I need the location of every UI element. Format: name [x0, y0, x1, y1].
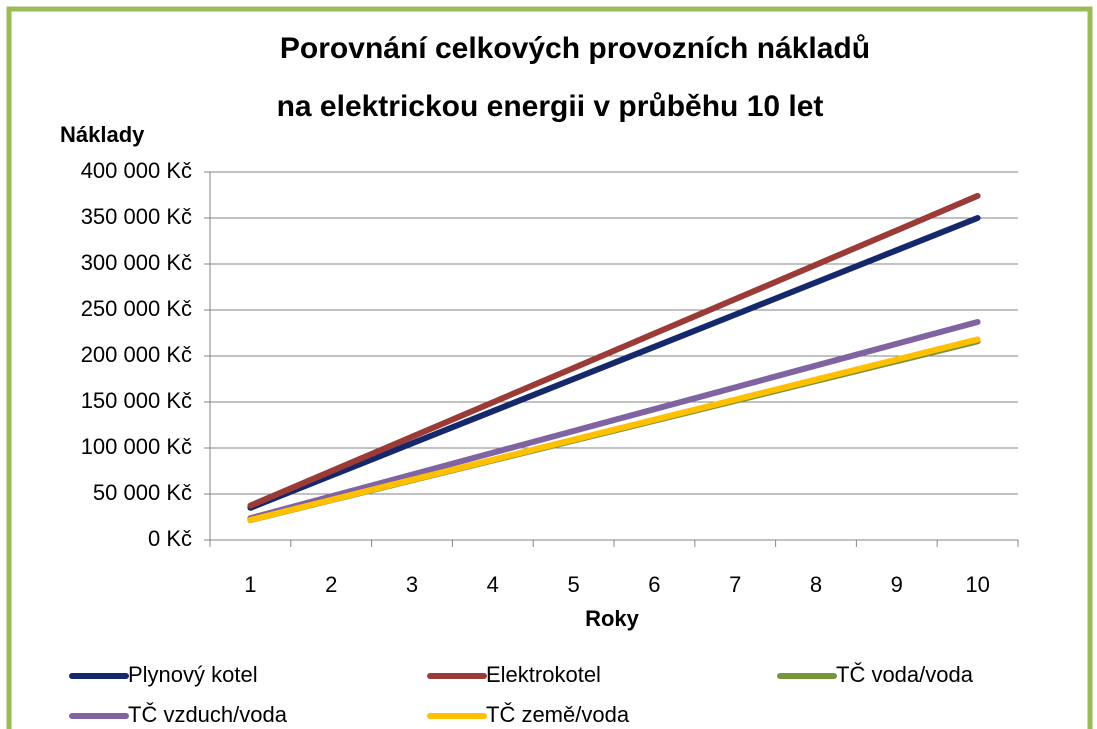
x-tick-label: 4	[487, 572, 499, 597]
y-tick-label: 0 Kč	[148, 526, 192, 551]
x-tick-label: 8	[810, 572, 822, 597]
y-tick-label: 50 000 Kč	[93, 480, 192, 505]
x-tick-label: 9	[891, 572, 903, 597]
x-tick-label: 3	[406, 572, 418, 597]
legend-label: TČ vzduch/voda	[128, 702, 288, 727]
series-line	[247, 336, 981, 523]
legend-label: Plynový kotel	[128, 662, 258, 687]
series-line	[247, 215, 981, 511]
x-tick-label: 10	[965, 572, 989, 597]
x-tick-label: 5	[567, 572, 579, 597]
y-tick-label: 250 000 Kč	[81, 296, 192, 321]
x-tick-label: 2	[325, 572, 337, 597]
chart-title: Porovnání celkových provozních nákladů	[280, 32, 870, 65]
legend-label: Elektrokotel	[486, 662, 601, 687]
series-line	[247, 318, 981, 522]
y-axis-label: Náklady	[60, 122, 145, 147]
y-tick-label: 350 000 Kč	[81, 204, 192, 229]
y-tick-label: 200 000 Kč	[81, 342, 192, 367]
y-tick-label: 100 000 Kč	[81, 434, 192, 459]
chart-title: na elektrickou energii v průběhu 10 let	[277, 90, 824, 123]
x-tick-label: 1	[244, 572, 256, 597]
x-axis-label: Roky	[585, 606, 640, 631]
y-tick-label: 300 000 Kč	[81, 250, 192, 275]
x-tick-label: 7	[729, 572, 741, 597]
series-line	[247, 192, 981, 509]
y-tick-label: 400 000 Kč	[81, 158, 192, 183]
legend-label: TČ voda/voda	[836, 662, 974, 687]
legend-label: TČ země/voda	[486, 702, 630, 727]
frame	[6, 6, 1093, 729]
y-tick-label: 150 000 Kč	[81, 388, 192, 413]
x-tick-label: 6	[648, 572, 660, 597]
